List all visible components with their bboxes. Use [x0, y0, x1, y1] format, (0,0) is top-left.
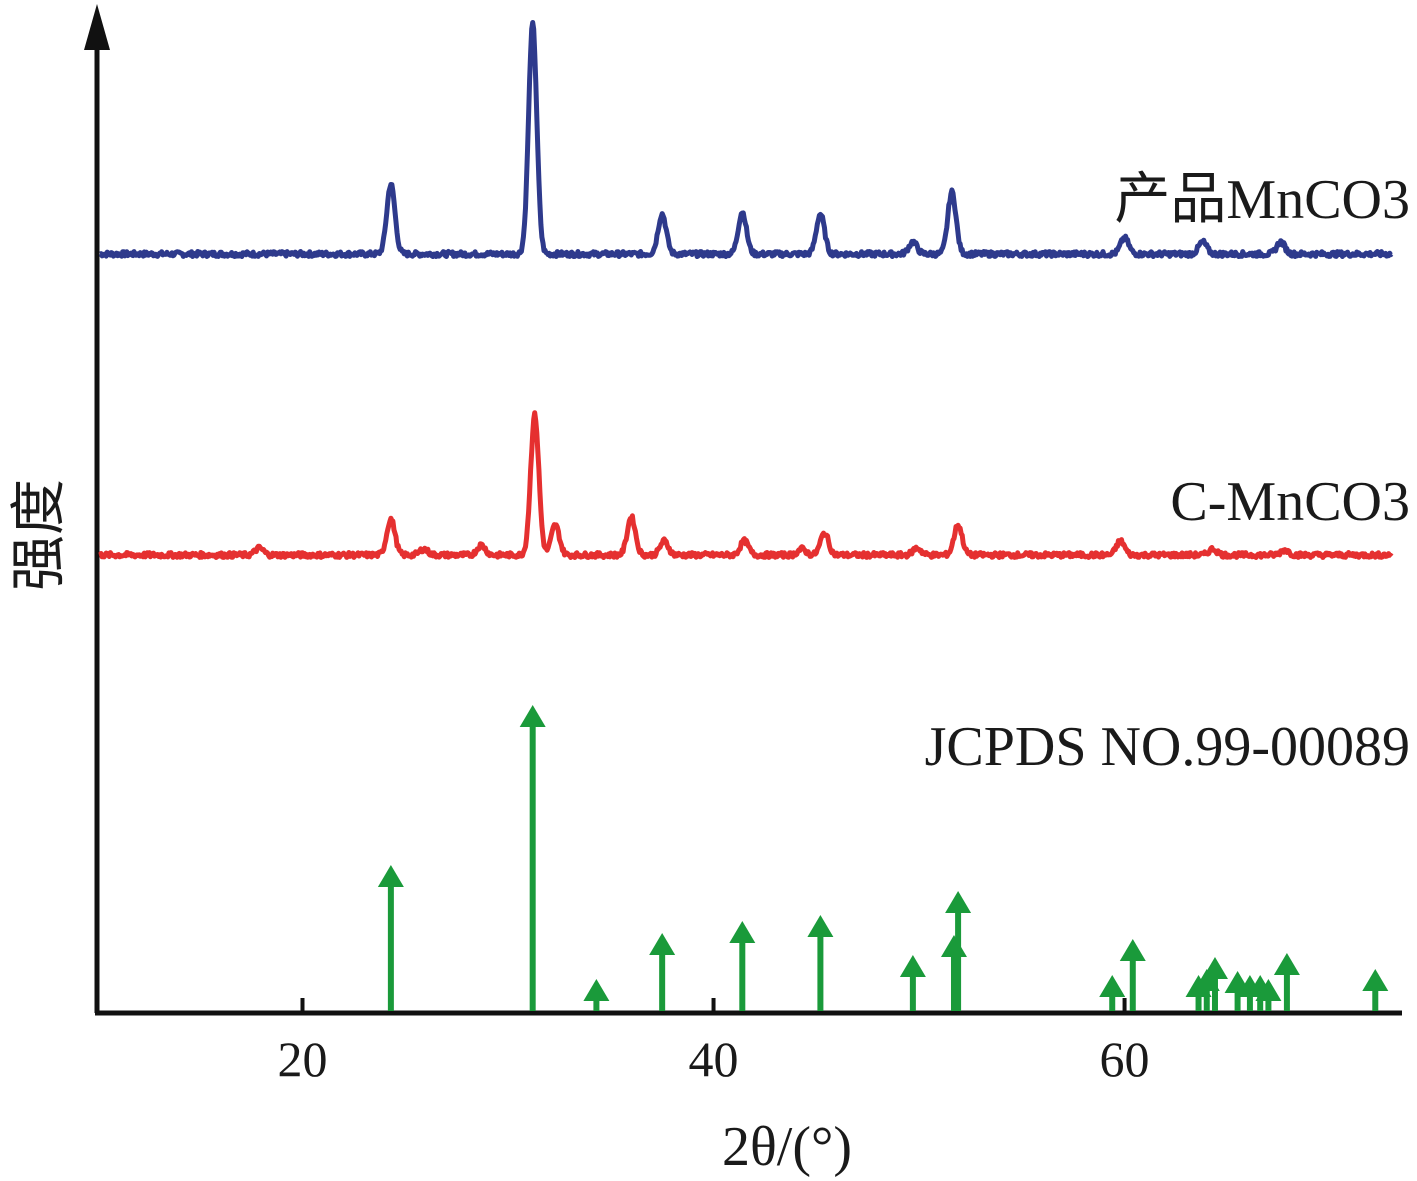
x-tick-label: 60 [1100, 1031, 1150, 1087]
reference-stick-arrow [807, 915, 834, 937]
x-tick-label: 20 [278, 1031, 328, 1087]
series-label-product: 产品MnCO3 [1114, 169, 1410, 231]
reference-stick-arrow [899, 955, 926, 977]
series-label-jcpds: JCPDS NO.99-00089 [925, 716, 1410, 778]
reference-stick-arrow [583, 979, 610, 1001]
reference-sticks [377, 705, 1389, 1011]
reference-stick-arrow [945, 891, 972, 913]
y-axis-label: 强度 [9, 479, 71, 591]
axes [84, 4, 1402, 1016]
x-tick-label: 40 [689, 1031, 739, 1087]
series-line-product-mnco3 [98, 20, 1394, 259]
reference-stick-arrow [1119, 939, 1146, 961]
reference-stick-arrow [377, 865, 404, 887]
series-group [98, 20, 1394, 560]
reference-stick-arrow [1255, 979, 1282, 1001]
reference-stick-arrow [1099, 975, 1126, 997]
x-axis-label: 2θ/(°) [722, 1116, 852, 1178]
reference-stick-arrow [729, 921, 756, 943]
reference-stick-arrow [940, 935, 967, 957]
reference-stick-arrow [519, 705, 546, 727]
series-label-c-mnco3: C-MnCO3 [1170, 471, 1410, 533]
reference-stick-arrow [1201, 957, 1228, 979]
series-line-c-mnco3 [98, 410, 1394, 560]
reference-stick-arrow [1273, 953, 1300, 975]
y-axis-arrow [84, 4, 110, 50]
x-ticks: 20 40 60 [278, 998, 1150, 1087]
reference-stick-arrow [1362, 969, 1389, 991]
reference-stick-arrow [649, 933, 676, 955]
